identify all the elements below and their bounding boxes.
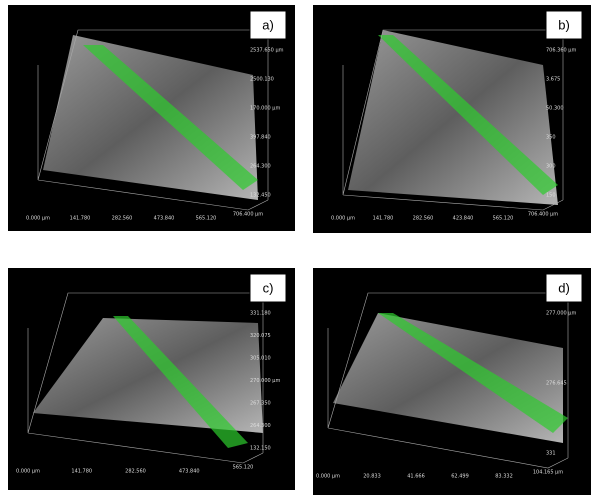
x-tick-label: 282.560 [413, 216, 434, 222]
x-tick-label: 0.000 µm [16, 469, 40, 475]
z-tick-label: 331.180 [250, 311, 271, 317]
x-tick-label: 104.165 µm [533, 470, 563, 476]
x-tick-label: 282.560 [125, 469, 146, 475]
z-tick-label: 150 [546, 193, 556, 199]
x-tick-label: 706.400 µm [528, 212, 558, 218]
z-tick-label: 132.150 [250, 446, 271, 452]
x-tick-label: 41.666 [407, 474, 425, 480]
panel-label: c) [263, 280, 274, 295]
x-tick-label: 20.833 [363, 474, 381, 480]
z-tick-label: 3.675 [546, 77, 560, 83]
x-tick-label: 0.000 µm [331, 216, 355, 222]
panel-b: b) 0.000 µm 141.780 282.560 423.840 565.120 70… [313, 5, 591, 233]
figure: a) 0.000 µm 141.780 282.560 473.840 565.120 70… [0, 0, 595, 498]
x-tick-label: 62.499 [451, 474, 469, 480]
x-tick-label: 565.120 [493, 216, 514, 222]
x-tick-label: 141.780 [70, 216, 91, 222]
z-tick-label: 397.840 [250, 135, 271, 141]
z-tick-label: 305.010 [250, 356, 271, 362]
z-tick-label: 270.000 µm [250, 378, 280, 384]
x-tick-label: 565.120 [233, 465, 254, 471]
z-tick-label: 264.300 [250, 423, 271, 429]
panel-label: d) [558, 280, 570, 295]
x-tick-label: 473.840 [179, 469, 200, 475]
z-tick-label: 277.000 µm [546, 311, 576, 317]
panel-label: b) [558, 17, 570, 32]
z-tick-label: 320.075 [250, 333, 271, 339]
x-tick-label: 473.840 [154, 216, 175, 222]
x-tick-label: 423.840 [453, 216, 474, 222]
x-tick-label: 0.000 µm [316, 474, 340, 480]
x-tick-label: 565.120 [196, 216, 217, 222]
surface [43, 35, 258, 200]
z-tick-label: 350 [546, 135, 556, 141]
z-tick-label: 706.360 µm [546, 48, 576, 54]
x-tick-label: 282.560 [112, 216, 133, 222]
surface [333, 313, 563, 443]
z-tick-label: 132.450 [250, 193, 271, 199]
panel-a: a) 0.000 µm 141.780 282.560 473.840 565.120 70… [8, 5, 295, 231]
z-tick-label: 267.350 [250, 401, 271, 407]
panel-label: a) [262, 17, 274, 32]
x-tick-label: 706.400 µm [233, 212, 263, 218]
z-tick-label: 331 [546, 451, 556, 457]
panel-d: d) 0.000 µm 20.833 41.666 62.499 83.332 104.16… [313, 268, 591, 495]
z-tick-label: 300 [546, 164, 556, 170]
surface [33, 318, 263, 433]
x-tick-label: 83.332 [495, 474, 513, 480]
z-tick-label: 2500.130 [250, 77, 274, 83]
z-tick-label: 2537.650 µm [250, 48, 284, 54]
x-tick-label: 141.780 [373, 216, 394, 222]
z-tick-label: 264.300 [250, 164, 271, 170]
x-tick-label: 141.780 [71, 469, 92, 475]
x-tick-label: 0.000 µm [26, 216, 50, 222]
z-tick-label: 170.000 µm [250, 106, 280, 112]
z-tick-label: 276.645 [546, 381, 567, 387]
panel-c: c) 0.000 µm 141.780 282.560 473.840 565.120 33… [8, 268, 295, 490]
z-tick-label: 50.300 [546, 106, 564, 112]
